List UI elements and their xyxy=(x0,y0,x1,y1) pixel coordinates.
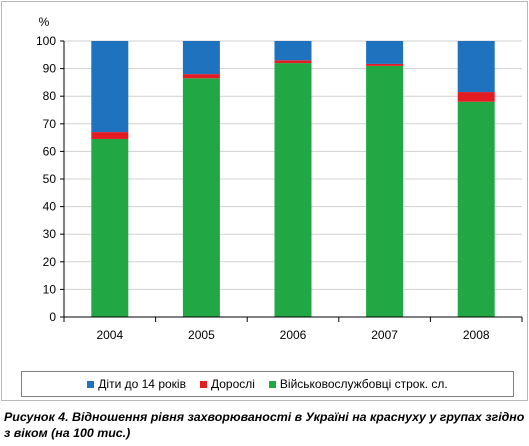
stacked-bar-chart: 0 10 20 30 40 50 60 70 80 90 100% 2004 2005 2006 2007 2… xyxy=(36,15,523,342)
x-tick-label-2004: 2004 xyxy=(96,328,123,342)
y-tick-label: 80 xyxy=(43,89,57,103)
bar-segment-2004-s0 xyxy=(91,138,129,317)
y-tick-label: 70 xyxy=(43,117,57,131)
legend-item-adults: Дорослі xyxy=(199,377,255,391)
y-tick-label: 100 xyxy=(36,34,56,48)
bar-segment-2008-s1 xyxy=(457,92,495,102)
y-axis-label: % xyxy=(39,15,50,29)
caption-label: Рисунок 4. xyxy=(4,410,69,424)
bar-segment-2006-s0 xyxy=(274,63,312,317)
figure-caption: Рисунок 4. Відношення рівня захворюванос… xyxy=(4,409,526,441)
y-tick-label: 0 xyxy=(49,310,56,324)
bar-segment-2008-s2 xyxy=(457,41,495,93)
bar-segment-2004-s1 xyxy=(91,132,129,139)
bar-segment-2006-s1 xyxy=(274,60,312,64)
y-tick-label: 90 xyxy=(43,62,57,76)
x-tick-label-2007: 2007 xyxy=(371,328,398,342)
bar-segment-2005-s1 xyxy=(182,74,220,79)
y-tick-label: 50 xyxy=(43,172,57,186)
bar-segment-2005-s2 xyxy=(182,41,220,75)
x-tick-label-2005: 2005 xyxy=(188,328,215,342)
legend-label-military: Військовослужбовці строк. сл. xyxy=(279,377,448,391)
chart-legend: Діти до 14 років Дорослі Військовослужбо… xyxy=(21,371,514,397)
y-tick-label: 20 xyxy=(43,255,57,269)
legend-item-children: Діти до 14 років xyxy=(87,377,186,391)
bar-segment-2007-s0 xyxy=(366,65,404,317)
legend-swatch-children xyxy=(87,380,95,388)
legend-item-military: Військовослужбовці строк. сл. xyxy=(268,377,448,391)
bar-segment-2008-s0 xyxy=(457,101,495,317)
bar-segment-2006-s2 xyxy=(274,41,312,61)
legend-label-children: Діти до 14 років xyxy=(98,377,186,391)
y-tick-label: 40 xyxy=(43,200,57,214)
bar-segment-2007-s1 xyxy=(366,63,404,66)
caption-text: Відношення рівня захворюваності в Україн… xyxy=(4,410,525,440)
x-tick-label-2008: 2008 xyxy=(463,328,490,342)
y-tick-label: 60 xyxy=(43,144,57,158)
chart-frame: 0 10 20 30 40 50 60 70 80 90 100% 2004 2005 2006 2007 2… xyxy=(1,1,528,401)
bar-segment-2005-s0 xyxy=(182,78,220,317)
legend-swatch-military xyxy=(268,380,276,388)
legend-swatch-adults xyxy=(199,380,207,388)
y-tick-label: 30 xyxy=(43,227,57,241)
bar-segment-2007-s2 xyxy=(366,41,404,64)
x-tick-label-2006: 2006 xyxy=(280,328,307,342)
y-tick-label: 10 xyxy=(43,282,57,296)
legend-label-adults: Дорослі xyxy=(210,377,255,391)
bar-segment-2004-s2 xyxy=(91,41,129,133)
